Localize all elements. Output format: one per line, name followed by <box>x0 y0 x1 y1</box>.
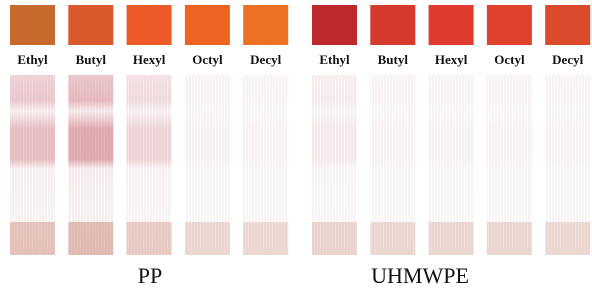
swatch-texture <box>243 5 288 45</box>
strip-texture <box>429 75 474 255</box>
swatch-texture <box>127 5 172 45</box>
strip-texture <box>487 75 532 255</box>
sample-label: Butyl <box>378 52 409 67</box>
swatch-texture <box>487 5 532 45</box>
sample-label: Decyl <box>250 52 281 67</box>
sample-label: Octyl <box>494 52 525 67</box>
swatch-texture <box>185 5 230 45</box>
swatch-texture <box>68 5 113 45</box>
swatch-texture <box>10 5 55 45</box>
panel-label: PP <box>138 263 162 288</box>
strip-texture <box>370 75 415 255</box>
figure: Ethyl Butyl Hexyl Octyl Decyl PP Ethyl Butyl Hex… <box>0 0 592 294</box>
sample-label: Ethyl <box>17 52 48 67</box>
sample-label: Butyl <box>76 52 107 67</box>
strip-texture <box>243 75 288 255</box>
sample-label: Decyl <box>552 52 583 67</box>
panel-label: UHMWPE <box>371 263 469 288</box>
strip-texture <box>312 75 357 255</box>
swatch-texture <box>429 5 474 45</box>
swatch-texture <box>312 5 357 45</box>
strip-texture <box>185 75 230 255</box>
swatch-texture <box>370 5 415 45</box>
sample-label: Ethyl <box>319 52 350 67</box>
sample-label: Octyl <box>192 52 223 67</box>
sample-label: Hexyl <box>435 52 468 67</box>
strip-texture <box>545 75 590 255</box>
swatch-texture <box>545 5 590 45</box>
strip-texture <box>127 75 172 255</box>
strip-texture <box>68 75 113 255</box>
sample-label: Hexyl <box>133 52 166 67</box>
strip-texture <box>10 75 55 255</box>
